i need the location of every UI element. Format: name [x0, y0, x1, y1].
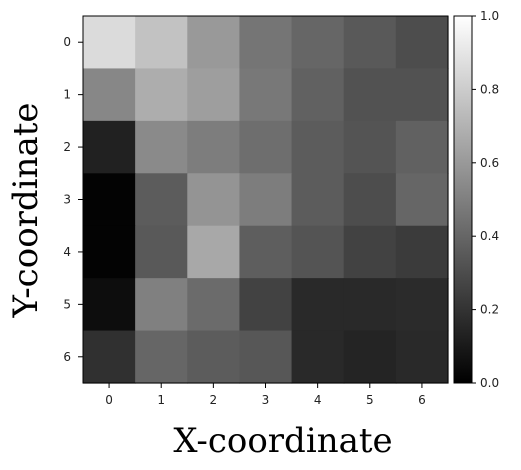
heatmap-cell [291, 330, 345, 384]
y-tick-label: 4 [63, 245, 71, 259]
heatmap-cell [239, 225, 293, 279]
heatmap-cell [291, 16, 345, 70]
heatmap-cell [291, 68, 345, 122]
heatmap-cell [343, 278, 397, 332]
heatmap-cell [135, 120, 188, 174]
heatmap-cell [395, 173, 449, 227]
colorbar-tick-label: 0.8 [480, 82, 499, 96]
y-axis: 0 1 2 3 4 5 6 [63, 35, 83, 364]
heatmap-cell [395, 120, 449, 174]
heatmap-cell [343, 330, 397, 384]
heatmap-cells [83, 16, 449, 384]
y-tick-label: 6 [63, 350, 71, 364]
heatmap-cell [187, 278, 241, 332]
x-tick-label: 4 [314, 393, 322, 407]
heatmap-cell [187, 330, 241, 384]
heatmap-cell [395, 16, 449, 70]
heatmap-cell [239, 120, 293, 174]
heatmap-cell [239, 330, 293, 384]
heatmap-cell [291, 278, 345, 332]
heatmap-cell [291, 225, 345, 279]
heatmap-cell [239, 173, 293, 227]
colorbar-tick-label: 0.4 [480, 229, 499, 243]
heatmap-cell [395, 225, 449, 279]
y-axis-title: Y-coordinate [6, 102, 46, 318]
heatmap-cell [395, 68, 449, 122]
heatmap-cell [83, 16, 136, 70]
y-tick-label: 1 [63, 88, 71, 102]
heatmap-cell [135, 173, 188, 227]
heatmap-cell [395, 278, 449, 332]
heatmap-cell [187, 68, 241, 122]
heatmap-cell [395, 330, 449, 384]
heatmap-cell [135, 16, 188, 70]
heatmap-cell [187, 225, 241, 279]
heatmap-cell [239, 16, 293, 70]
colorbar-tick-label: 0.6 [480, 156, 499, 170]
x-tick-label: 2 [210, 393, 218, 407]
heatmap-cell [343, 16, 397, 70]
x-tick-label: 6 [418, 393, 426, 407]
heatmap-cell [343, 68, 397, 122]
heatmap-cell [83, 330, 136, 384]
heatmap-cell [83, 225, 136, 279]
heatmap-cell [291, 120, 345, 174]
colorbar-tick-label: 1.0 [480, 9, 499, 23]
colorbar-tick-label: 0.2 [480, 303, 499, 317]
x-axis-title: X-coordinate [173, 421, 392, 461]
heatmap-cell [187, 173, 241, 227]
y-tick-label: 3 [63, 193, 71, 207]
heatmap-cell [83, 278, 136, 332]
colorbar [453, 15, 473, 384]
heatmap-cell [291, 173, 345, 227]
x-axis: 0 1 2 3 4 5 6 [105, 383, 426, 407]
colorbar-tick-label: 0.0 [480, 376, 499, 390]
heatmap-cell [83, 120, 136, 174]
heatmap-cell [135, 225, 188, 279]
x-tick-label: 0 [105, 393, 113, 407]
y-tick-label: 0 [63, 35, 71, 49]
heatmap-cell [343, 173, 397, 227]
heatmap-cell [239, 278, 293, 332]
heatmap-cell [83, 68, 136, 122]
heatmap-cell [343, 120, 397, 174]
heatmap-cell [187, 120, 241, 174]
x-tick-label: 1 [157, 393, 165, 407]
heatmap-cell [135, 68, 188, 122]
heatmap-cell [135, 278, 188, 332]
heatmap-cell [135, 330, 188, 384]
colorbar-ticks: 0.0 0.2 0.4 0.6 0.8 1.0 [472, 9, 499, 390]
y-tick-label: 5 [63, 297, 71, 311]
x-tick-label: 5 [366, 393, 374, 407]
x-tick-label: 3 [262, 393, 270, 407]
y-tick-label: 2 [63, 140, 71, 154]
heatmap-cell [239, 68, 293, 122]
heatmap-cell [343, 225, 397, 279]
heatmap-cell [83, 173, 136, 227]
heatmap-cell [187, 16, 241, 70]
